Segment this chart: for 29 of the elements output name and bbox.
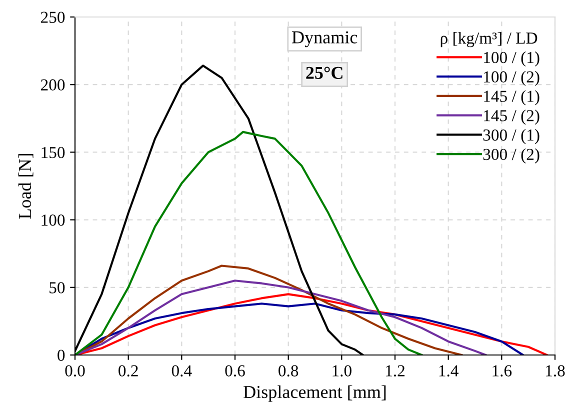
y-tick-label: 200: [41, 79, 65, 91]
y-axis-title: Load [N]: [18, 154, 34, 219]
x-tick-label: 0.4: [172, 365, 192, 377]
x-tick-label: 1.8: [546, 365, 565, 377]
line-series: [75, 280, 487, 355]
legend-label: 145 / (2): [484, 110, 540, 125]
y-tick-label: 50: [50, 282, 65, 294]
legend-label: 100 / (1): [484, 51, 540, 67]
x-axis-title: Displacement [mm]: [244, 385, 386, 402]
annotation: Dynamic: [292, 31, 358, 48]
legend-label: 100 / (2): [484, 70, 540, 86]
x-tick-label: 0.0: [65, 365, 85, 377]
x-tick-label: 1.4: [439, 365, 458, 377]
y-tick-label: 0: [58, 350, 65, 361]
legend-label: 145 / (1): [484, 90, 540, 106]
legend-title: ρ [kg/m³] / LD: [440, 32, 538, 48]
x-tick-label: 1.0: [332, 365, 352, 377]
x-tick-label: 1.6: [492, 365, 512, 377]
y-tick-label: 150: [42, 146, 65, 158]
x-tick-label: 0.6: [225, 365, 245, 377]
x-tick-label: 0.8: [278, 365, 298, 377]
y-tick-label: 100: [42, 214, 65, 226]
x-tick-label: 1.2: [386, 365, 404, 377]
y-tick-label: 250: [41, 12, 65, 23]
legend-label: 300 / (2): [483, 148, 540, 164]
x-tick-label: 0.2: [118, 365, 138, 377]
legend-label: 300 / (1): [483, 128, 540, 144]
annotation: 25°C: [306, 66, 342, 79]
line-series: [75, 130, 423, 355]
